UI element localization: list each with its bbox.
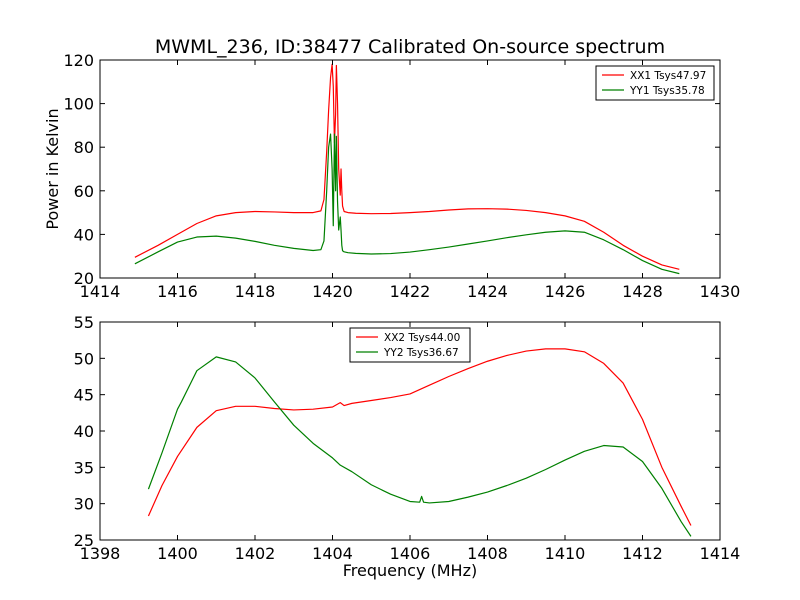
x-tick-label: 1418 — [235, 282, 276, 301]
y-tick-label: 55 — [74, 313, 94, 332]
x-tick-label: 1426 — [545, 282, 586, 301]
chart-title: MWML_236, ID:38477 Calibrated On-source … — [155, 36, 665, 58]
y-tick-label: 120 — [63, 51, 94, 70]
x-tick-label: 1400 — [157, 544, 198, 563]
x-tick-label: 1412 — [622, 544, 663, 563]
y-axis-label: Power in Kelvin — [43, 108, 62, 229]
x-tick-label: 1430 — [700, 282, 741, 301]
x-tick-label: 1406 — [390, 544, 431, 563]
y-tick-label: 45 — [74, 386, 94, 405]
y-tick-label: 50 — [74, 349, 94, 368]
series-line-xx1 — [134, 63, 680, 270]
x-tick-label: 1402 — [235, 544, 276, 563]
y-tick-label: 40 — [74, 422, 94, 441]
y-tick-label: 25 — [74, 531, 94, 550]
legend: XX2 Tsys44.00 YY2 Tsys36.67 — [349, 327, 471, 363]
x-tick-label: 1414 — [700, 544, 741, 563]
x-tick-label: 1428 — [622, 282, 663, 301]
x-tick-label: 1422 — [390, 282, 431, 301]
legend: XX1 Tsys47.97 YY1 Tsys35.78 — [595, 65, 715, 101]
x-tick-label: 1410 — [545, 544, 586, 563]
legend-entry: YY2 Tsys36.67 — [383, 347, 459, 359]
x-tick-label: 1398 — [80, 544, 121, 563]
legend-box — [349, 327, 471, 363]
legend-entry: YY1 Tsys35.78 — [629, 85, 705, 97]
legend-entry: XX2 Tsys44.00 — [384, 332, 460, 344]
y-tick-label: 35 — [74, 458, 94, 477]
legend-box — [595, 65, 715, 101]
x-tick-label: 1424 — [467, 282, 508, 301]
y-tick-label: 30 — [74, 495, 94, 514]
y-tick-label: 40 — [74, 225, 94, 244]
top-spectrum-axes: 1414 1416 1418 1420 1422 1424 1426 1428 1430 20 40… — [43, 51, 740, 301]
x-axis-label: Frequency (MHz) — [343, 561, 477, 580]
y-tick-label: 20 — [74, 269, 94, 288]
bottom-spectrum-axes: 1398 1400 1402 1404 1406 1408 1410 1412 1414 25 30… — [74, 313, 741, 580]
x-tick-label: 1420 — [312, 282, 353, 301]
x-tick-label: 1408 — [467, 544, 508, 563]
y-tick-label: 60 — [74, 182, 94, 201]
series-line-yy1 — [134, 133, 680, 275]
y-tick-label: 100 — [63, 95, 94, 114]
x-tick-label: 1404 — [312, 544, 353, 563]
x-tick-label: 1416 — [157, 282, 198, 301]
legend-entry: XX1 Tsys47.97 — [630, 70, 706, 82]
x-tick-label: 1414 — [80, 282, 121, 301]
series-line-xx2 — [147, 348, 692, 526]
series-line-yy2 — [147, 356, 692, 537]
y-tick-label: 80 — [74, 138, 94, 157]
